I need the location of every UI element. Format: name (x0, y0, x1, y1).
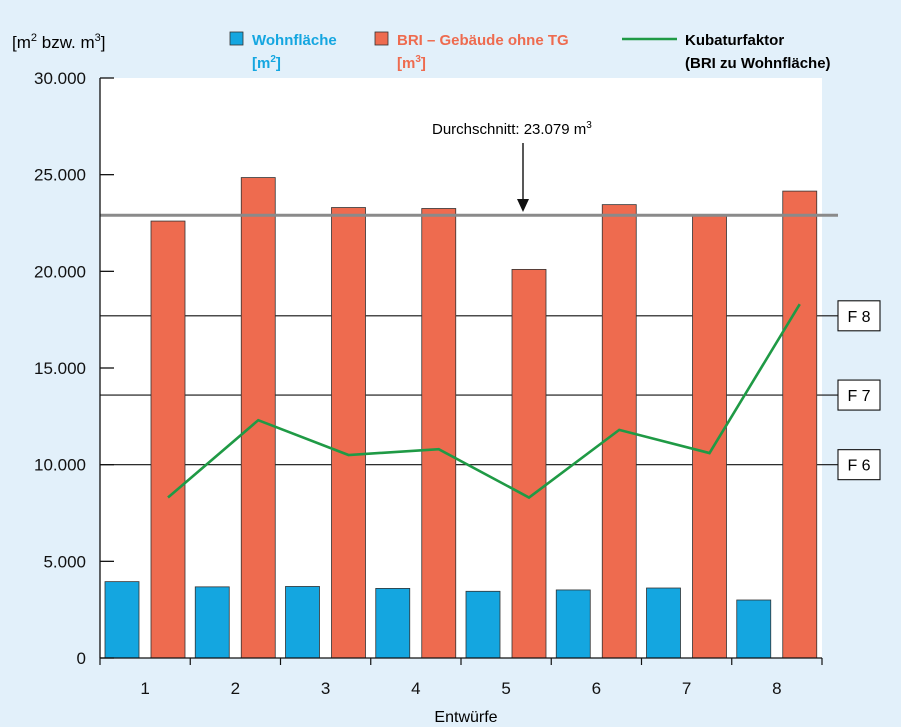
legend: Wohnfläche [m2] BRI – Gebäude ohne TG [m… (229, 31, 831, 72)
bar-wohnflaeche (736, 599, 772, 659)
x-tick-label: 8 (772, 679, 781, 698)
x-tick-label: 7 (682, 679, 691, 698)
bar-bri (331, 207, 366, 659)
bar-bri (692, 214, 727, 659)
bar-wohnflaeche (285, 586, 320, 659)
legend-label-kubaturfaktor: Kubaturfaktor (685, 32, 784, 49)
reference-label-box (837, 449, 881, 481)
y-tick-label: 10.000 (34, 456, 86, 475)
legend-label-bri: BRI – Gebäude ohne TG (397, 32, 569, 49)
kubaturfaktor-line (167, 303, 801, 500)
x-tick-label: 1 (140, 679, 149, 698)
bar-wohnflaeche (646, 587, 681, 659)
x-tick-label: 3 (321, 679, 330, 698)
y-tick-label: 15.000 (34, 359, 86, 378)
reference-label-box (837, 379, 881, 411)
legend-swatch-bri (374, 31, 389, 46)
bar-wohnflaeche (375, 588, 411, 659)
bar-bri (240, 177, 276, 659)
bar-wohnflaeche (104, 581, 140, 659)
y-tick-label: 0 (77, 649, 86, 668)
bar-wohnflaeche (194, 586, 230, 659)
reference-label: F 7 (847, 388, 870, 405)
bar-bri (150, 220, 186, 659)
reference-label-box (837, 300, 881, 332)
y-tick-label: 20.000 (34, 262, 86, 281)
x-tick-label: 2 (231, 679, 240, 698)
average-label: Durchschnitt: 23.079 m3 (432, 120, 592, 138)
x-axis-label: Entwürfe (434, 709, 497, 726)
bar-bri (511, 268, 547, 659)
legend-swatch-wohnflaeche (229, 31, 244, 46)
bar-bri (782, 190, 818, 659)
legend-label-wohnflaeche: Wohnfläche (252, 32, 337, 49)
reference-label: F 6 (847, 458, 870, 475)
bar-wohnflaeche (555, 589, 591, 659)
x-tick-label: 6 (592, 679, 601, 698)
y-tick-label: 5.000 (43, 552, 86, 571)
x-tick-label: 4 (411, 679, 420, 698)
legend-unit-wohnflaeche: [m2] (252, 54, 281, 72)
y-axis-label: [m2 bzw. m3] (12, 32, 106, 52)
y-tick-label: 30.000 (34, 69, 86, 88)
legend-label-kubaturfaktor-line2: (BRI zu Wohnfläche) (685, 55, 831, 72)
reference-label: F 8 (847, 309, 870, 326)
legend-unit-bri: [m3] (397, 54, 426, 72)
bar-wohnflaeche (465, 590, 501, 659)
x-tick-label: 5 (501, 679, 510, 698)
average-arrow-head (517, 199, 529, 212)
y-tick-label: 25.000 (34, 166, 86, 185)
bar-bri (421, 208, 457, 659)
